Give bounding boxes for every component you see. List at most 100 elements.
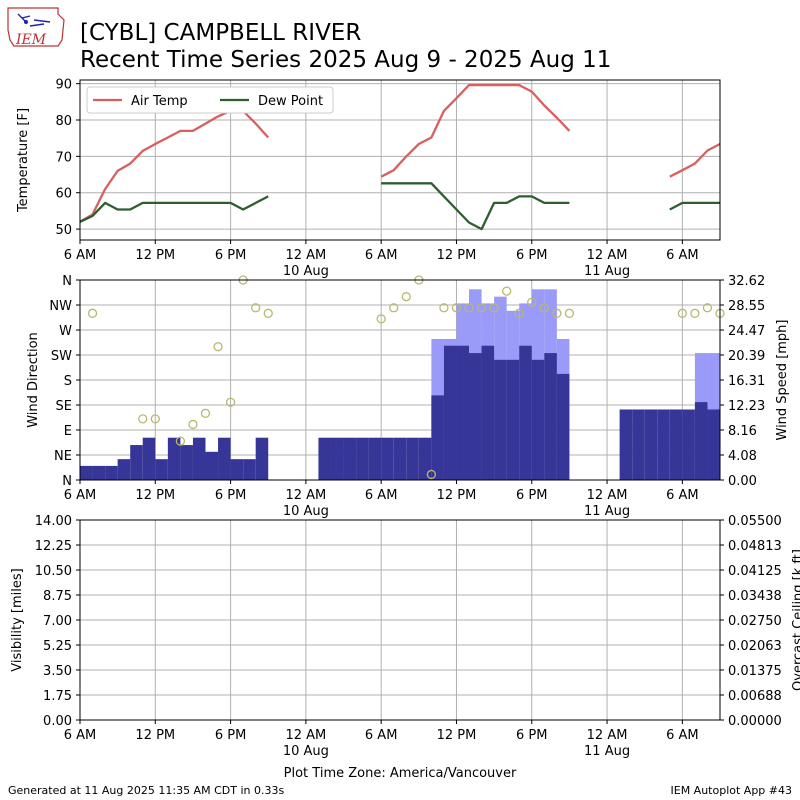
vis-x-tick-label-6: 6 PM xyxy=(516,728,547,743)
temp-x-tick-label-8: 6 AM xyxy=(666,248,699,263)
wind-speed-tick-label-2: 8.16 xyxy=(728,424,757,439)
wind-direction-tick-label-3: SE xyxy=(56,399,72,414)
wind-speed-bar-2 xyxy=(105,465,118,480)
wind-speed-bar-11 xyxy=(218,437,231,480)
wind-x-tick-label-7: 12 AM xyxy=(587,488,628,503)
wind-speed-tick-label-8: 32.62 xyxy=(728,274,765,289)
wind-speed-bar-40 xyxy=(682,409,695,480)
wind-direction-point-0 xyxy=(87,308,98,318)
wind-speed-tick-label-5: 20.39 xyxy=(728,349,765,364)
temp-y-tick-label-4: 90 xyxy=(55,78,72,93)
wind-speed-bar-6 xyxy=(155,459,168,480)
vis-x-tick-label-4: 6 AM xyxy=(365,728,398,743)
timezone-label: Plot Time Zone: America/Vancouver xyxy=(284,766,517,781)
vis-x-tick-sublabel-3: 10 Aug xyxy=(283,744,329,759)
wind-speed-tick-label-3: 12.23 xyxy=(728,399,765,414)
iem-logo-text: IEM xyxy=(15,32,47,48)
wind-x-tick-label-1: 12 PM xyxy=(135,488,175,503)
wind-speed-bar-12 xyxy=(230,459,244,480)
wind-speed-tick-label-1: 4.08 xyxy=(728,449,757,464)
visibility-tick-label-8: 14.00 xyxy=(35,514,72,529)
wind-direction-point-9 xyxy=(251,303,261,313)
wind-direction-axis-label: Wind Direction xyxy=(26,332,41,428)
wind-speed-bar-20 xyxy=(381,437,394,480)
wind-x-tick-label-6: 6 PM xyxy=(516,488,547,503)
ceiling-tick-label-0: 0.00000 xyxy=(728,714,782,729)
visibility-tick-label-7: 12.25 xyxy=(35,539,72,554)
wind-direction-point-29 xyxy=(702,303,713,313)
wind-speed-bar-26 xyxy=(456,345,470,480)
wind-speed-bar-3 xyxy=(117,459,131,480)
ceiling-tick-label-2: 0.01375 xyxy=(728,664,782,679)
wind-direction-tick-label-8: N xyxy=(62,274,72,289)
temp-y-tick-label-0: 50 xyxy=(55,223,72,238)
dew-point-line-segment-2 xyxy=(669,201,720,211)
wind-direction-point-16 xyxy=(439,303,449,313)
wind-speed-bar-19 xyxy=(368,437,382,480)
visibility-panel: 0.00 1.75 3.50 5.25 7.00 8.75 10.50 12.25 14.00 0… xyxy=(10,514,800,759)
wind-x-tick-label-0: 6 AM xyxy=(64,488,97,503)
wind-speed-bar-24 xyxy=(431,395,444,480)
vis-x-tick-label-2: 6 PM xyxy=(215,728,246,743)
vis-x-tick-label-3: 12 AM xyxy=(285,728,326,743)
wind-direction-point-24 xyxy=(539,303,549,313)
wind-speed-bar-10 xyxy=(205,451,219,480)
wind-panel: N NE E SE S SW W NW N 0.00 4.08 8.16 12.23 16.31 20.39… xyxy=(26,274,790,519)
temp-x-tick-label-0: 6 AM xyxy=(64,248,97,263)
wind-direction-tick-label-7: NW xyxy=(49,299,72,314)
vis-x-tick-label-5: 12 PM xyxy=(437,728,477,743)
wind-direction-point-1 xyxy=(138,414,148,424)
wind-direction-tick-label-6: W xyxy=(59,324,72,339)
wind-speed-bar-30 xyxy=(506,359,520,480)
wind-direction-point-22 xyxy=(514,308,524,318)
wind-x-tick-sublabel-7: 11 Aug xyxy=(584,504,630,519)
wind-direction-point-28 xyxy=(690,308,700,318)
wind-speed-bar-5 xyxy=(142,437,156,480)
wind-speed-bar-7 xyxy=(167,437,181,480)
wind-speed-bar-38 xyxy=(657,409,670,480)
ceiling-tick-label-3: 0.02063 xyxy=(728,639,782,654)
ceiling-tick-label-7: 0.04813 xyxy=(728,539,782,554)
wind-direction-point-12 xyxy=(389,303,399,313)
wind-speed-bar-27 xyxy=(469,353,482,480)
vis-x-tick-label-7: 12 AM xyxy=(587,728,628,743)
wind-direction-point-15 xyxy=(426,469,437,480)
wind-direction-point-10 xyxy=(263,308,273,318)
temp-x-tick-label-2: 6 PM xyxy=(215,248,246,263)
vis-frame xyxy=(79,519,721,721)
iem-logo: IEM xyxy=(7,7,65,48)
chart-title-station: [CYBL] CAMPBELL RIVER xyxy=(80,20,361,46)
ceiling-tick-label-4: 0.02750 xyxy=(728,614,782,629)
wind-speed-bar-0 xyxy=(80,465,93,480)
legend-label-0: Air Temp xyxy=(131,94,188,109)
wind-direction-point-17 xyxy=(451,303,462,313)
wind-speed-tick-label-4: 16.31 xyxy=(728,374,765,389)
wind-frame xyxy=(79,279,721,481)
temp-x-tick-label-3: 12 AM xyxy=(285,248,326,263)
wind-direction-point-19 xyxy=(476,303,487,313)
wind-speed-bar-34 xyxy=(556,373,570,480)
wind-speed-bar-18 xyxy=(356,437,369,480)
wind-x-tick-label-4: 6 AM xyxy=(365,488,398,503)
legend-label-1: Dew Point xyxy=(258,94,323,109)
wind-direction-tick-label-1: NE xyxy=(54,449,72,464)
ceiling-axis-label: Overcast Ceiling [k ft] xyxy=(791,549,800,691)
temp-frame xyxy=(79,79,721,241)
wind-direction-point-21 xyxy=(502,286,512,296)
wind-direction-point-4 xyxy=(188,419,198,430)
wind-speed-bar-25 xyxy=(443,345,457,480)
wind-direction-point-5 xyxy=(200,408,211,418)
wind-speed-bar-9 xyxy=(192,437,206,480)
wind-speed-bar-16 xyxy=(330,437,344,480)
temp-x-tick-label-7: 12 AM xyxy=(587,248,628,263)
vis-x-tick-label-1: 12 PM xyxy=(135,728,175,743)
footer-generated: Generated at 11 Aug 2025 11:35 AM CDT in… xyxy=(8,784,284,797)
wind-speed-tick-label-0: 0.00 xyxy=(728,474,757,489)
vis-x-tick-label-8: 6 AM xyxy=(666,728,699,743)
ceiling-tick-label-8: 0.05500 xyxy=(728,514,782,529)
wind-speed-bar-28 xyxy=(481,345,495,480)
dew-point-line-segment-0 xyxy=(79,195,269,223)
vis-x-tick-label-0: 6 AM xyxy=(64,728,97,743)
wind-direction-point-13 xyxy=(401,292,411,302)
temp-y-tick-label-3: 80 xyxy=(55,114,72,129)
